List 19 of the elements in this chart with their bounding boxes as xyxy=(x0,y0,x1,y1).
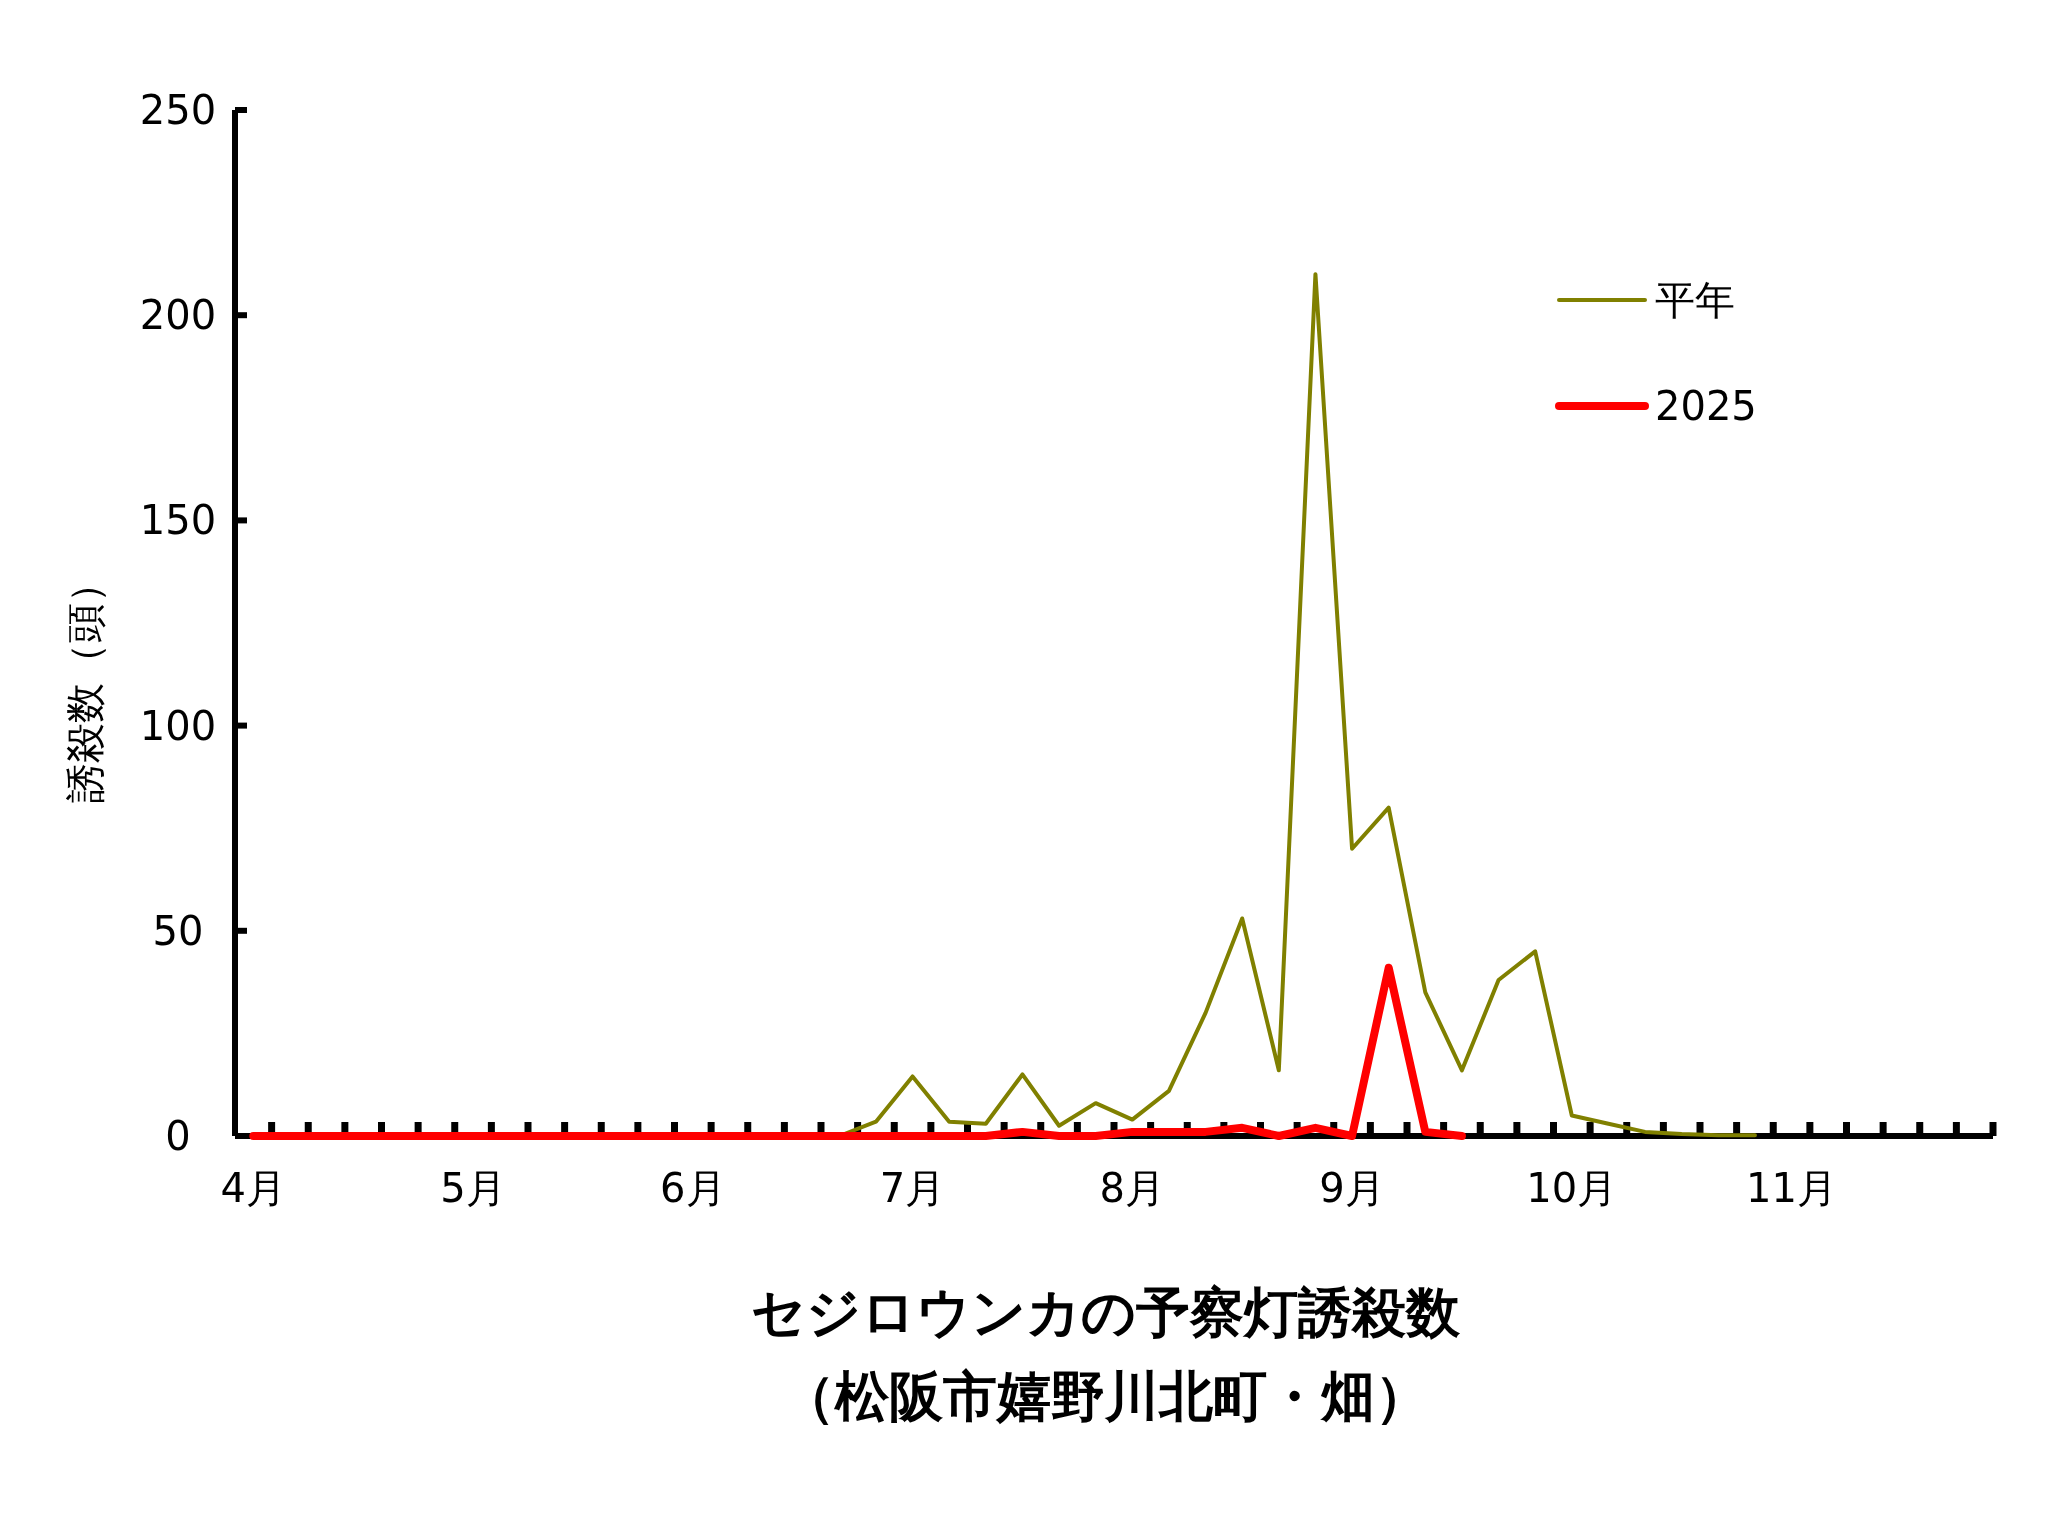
y-tick-label: 50 xyxy=(152,907,204,954)
legend-label: 2025 xyxy=(1655,383,1757,429)
legend-label: 平年 xyxy=(1655,277,1735,323)
text: （松阪市嬉野川北町・畑） xyxy=(781,1364,1429,1428)
y-tick-label: 100 xyxy=(139,702,217,749)
x-tick-label: 6月 xyxy=(660,1165,726,1211)
text: セジロウンカの予察灯誘殺数 xyxy=(750,1280,1461,1344)
x-tick-label: 4月 xyxy=(220,1165,287,1211)
y-tick-label: 150 xyxy=(139,497,217,544)
y-tick-label: 0 xyxy=(165,1113,191,1159)
x-tick-label: 10月 xyxy=(1526,1165,1618,1211)
y-tick-label: 250 xyxy=(139,87,217,133)
y-tick-label: 200 xyxy=(139,292,217,339)
x-tick-label: 8月 xyxy=(1099,1165,1166,1211)
x-tick-label: 9月 xyxy=(1319,1165,1385,1211)
x-tick-label: 11月 xyxy=(1746,1165,1838,1211)
x-tick-label: 7月 xyxy=(879,1165,946,1211)
x-tick-label: 5月 xyxy=(440,1165,506,1211)
y-axis-title: 誘殺数（頭） xyxy=(62,563,108,803)
